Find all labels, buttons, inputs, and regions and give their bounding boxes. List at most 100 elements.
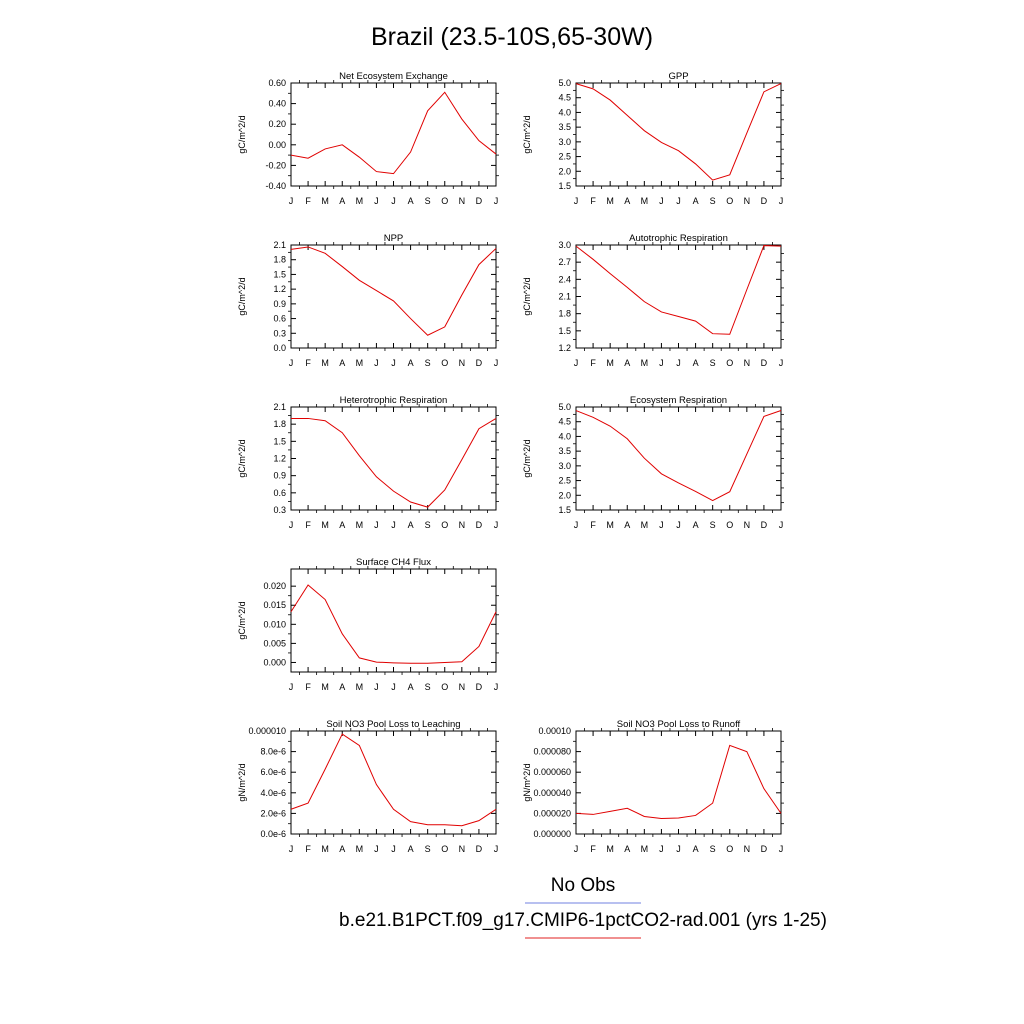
x-tick-label: A — [339, 682, 345, 692]
x-tick-label: J — [574, 520, 579, 530]
x-tick-label: J — [659, 520, 664, 530]
x-tick-label: F — [590, 844, 596, 854]
y-tick-label: 4.0 — [558, 107, 571, 117]
x-tick-label: F — [305, 196, 311, 206]
x-tick-label: M — [356, 682, 364, 692]
y-tick-label: 0.40 — [268, 99, 286, 109]
x-tick-label: M — [321, 358, 329, 368]
y-tick-label: 0.00010 — [538, 726, 571, 736]
x-tick-label: S — [425, 358, 431, 368]
x-tick-label: S — [710, 520, 716, 530]
plot-frame — [575, 406, 782, 511]
y-tick-label: 0.3 — [273, 328, 286, 338]
y-tick-label: 3.5 — [558, 122, 571, 132]
x-tick-label: J — [391, 520, 396, 530]
x-tick-label: D — [476, 196, 483, 206]
x-tick-label: A — [693, 844, 699, 854]
series-line — [575, 744, 782, 820]
panel-title: Autotrophic Respiration — [629, 233, 728, 244]
y-tick-label: 0.00 — [268, 140, 286, 150]
y-tick-label: 0.0 — [273, 343, 286, 353]
x-tick-label: N — [459, 844, 466, 854]
x-tick-label: S — [425, 196, 431, 206]
y-tick-label: 2.0 — [558, 166, 571, 176]
x-tick-label: O — [441, 682, 448, 692]
y-tick-label: 2.1 — [273, 402, 286, 412]
x-tick-label: O — [441, 844, 448, 854]
y-tick-label: 4.5 — [558, 417, 571, 427]
x-tick-label: J — [289, 358, 294, 368]
x-tick-label: F — [590, 520, 596, 530]
x-tick-label: J — [676, 844, 681, 854]
y-tick-label: 0.60 — [268, 78, 286, 88]
series-line — [291, 417, 497, 508]
y-axis-label: gC/m^2/d — [522, 115, 532, 153]
plot-frame — [575, 730, 782, 835]
y-tick-label: 0.020 — [263, 581, 286, 591]
series-line — [575, 410, 782, 502]
y-tick-label: 0.015 — [263, 600, 286, 610]
x-tick-label: M — [321, 682, 329, 692]
x-tick-label: M — [356, 358, 364, 368]
y-tick-label: 1.2 — [273, 284, 286, 294]
x-tick-label: S — [425, 844, 431, 854]
x-tick-label: O — [726, 844, 733, 854]
x-tick-label: M — [356, 844, 364, 854]
x-tick-label: A — [339, 520, 345, 530]
series-line — [575, 83, 782, 181]
plot-frame — [575, 244, 782, 349]
x-tick-label: J — [289, 196, 294, 206]
y-tick-label: 2.0e-6 — [260, 808, 286, 818]
x-tick-label: O — [726, 196, 733, 206]
x-tick-label: D — [476, 844, 483, 854]
x-tick-label: M — [606, 358, 614, 368]
legend-model-label: b.e21.B1PCT.f09_g17.CMIP6-1pctCO2-rad.00… — [339, 910, 827, 931]
x-tick-label: J — [779, 196, 784, 206]
x-tick-label: N — [744, 520, 751, 530]
x-tick-label: J — [494, 682, 499, 692]
x-tick-label: F — [305, 682, 311, 692]
y-tick-label: 0.005 — [263, 638, 286, 648]
y-tick-label: 1.2 — [273, 454, 286, 464]
y-axis-label: gN/m^2/d — [522, 763, 532, 801]
y-tick-label: 2.5 — [558, 476, 571, 486]
x-tick-label: D — [476, 682, 483, 692]
plot-frame — [290, 730, 497, 835]
x-tick-label: J — [779, 844, 784, 854]
x-tick-label: S — [425, 520, 431, 530]
x-tick-label: O — [726, 520, 733, 530]
x-tick-label: N — [459, 196, 466, 206]
x-tick-label: D — [761, 196, 768, 206]
x-tick-label: A — [408, 844, 414, 854]
series-line — [290, 91, 497, 175]
x-tick-label: O — [441, 358, 448, 368]
x-tick-label: J — [289, 682, 294, 692]
x-tick-label: A — [693, 196, 699, 206]
x-tick-label: M — [356, 196, 364, 206]
x-tick-label: M — [321, 520, 329, 530]
y-tick-label: 0.3 — [273, 505, 286, 515]
y-tick-label: 0.000020 — [533, 808, 571, 818]
y-tick-label: 1.2 — [558, 343, 571, 353]
x-tick-label: A — [408, 682, 414, 692]
x-tick-label: F — [590, 196, 596, 206]
x-tick-label: J — [659, 196, 664, 206]
x-tick-label: N — [744, 844, 751, 854]
panel-title: Net Ecosystem Exchange — [339, 71, 448, 82]
plot-frame — [290, 244, 497, 349]
y-tick-label: 2.5 — [558, 152, 571, 162]
x-tick-label: J — [391, 682, 396, 692]
x-tick-label: J — [374, 358, 379, 368]
x-tick-label: M — [321, 844, 329, 854]
y-tick-label: 1.8 — [558, 309, 571, 319]
page-title: Brazil (23.5-10S,65-30W) — [371, 23, 653, 51]
x-tick-label: J — [289, 844, 294, 854]
y-tick-label: 2.4 — [558, 274, 571, 284]
y-tick-label: -0.40 — [265, 181, 286, 191]
